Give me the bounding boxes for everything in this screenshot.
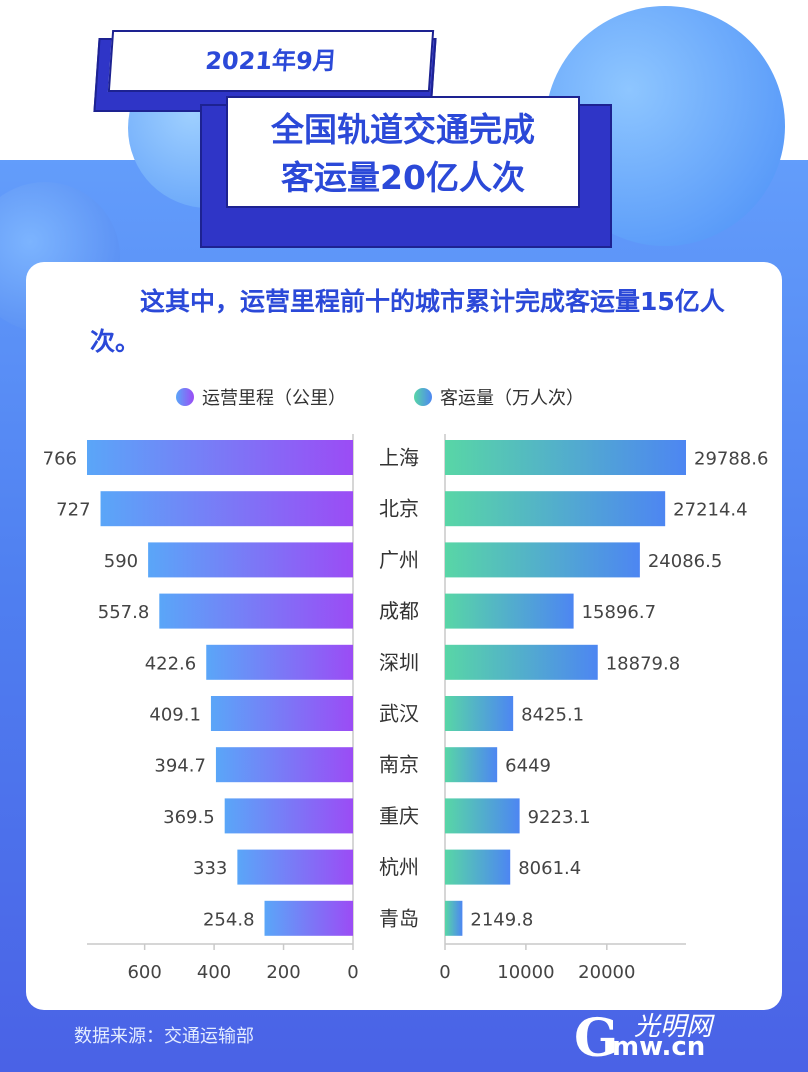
passengers-bar — [445, 900, 463, 936]
chart-subtitle: 这其中，运营里程前十的城市累计完成客运量15亿人次。 — [90, 287, 725, 356]
mileage-value-label: 590 — [104, 551, 138, 572]
city-label: 北京 — [379, 497, 419, 521]
city-label: 深圳 — [379, 650, 419, 674]
mileage-bar — [237, 849, 353, 885]
left-tick-label: 0 — [347, 962, 358, 983]
passengers-value-label: 8061.4 — [518, 858, 581, 879]
passengers-bar — [445, 849, 511, 885]
legend-passengers-label: 客运量（万人次） — [440, 388, 584, 409]
mileage-bar — [224, 798, 353, 834]
title-badge: 全国轨道交通完成 客运量20亿人次 — [226, 96, 580, 208]
mileage-value-label: 727 — [56, 500, 90, 521]
city-label: 成都 — [379, 599, 419, 623]
right-tick-label: 20000 — [578, 962, 635, 983]
mileage-bar — [206, 644, 353, 680]
title-line-1: 全国轨道交通完成 — [271, 110, 535, 149]
legend-mileage-label: 运营里程（公里） — [202, 388, 346, 409]
data-source: 数据来源：交通运输部 — [74, 1026, 254, 1047]
passengers-bar — [445, 491, 666, 527]
mileage-value-label: 333 — [193, 858, 227, 879]
mileage-bar — [87, 440, 353, 475]
city-label: 重庆 — [379, 804, 419, 828]
mileage-bar — [159, 593, 353, 629]
city-label: 杭州 — [379, 855, 419, 879]
left-tick-label: 400 — [197, 962, 231, 983]
passengers-value-label: 27214.4 — [673, 500, 747, 521]
mileage-bar — [148, 542, 353, 578]
mileage-bar — [264, 900, 353, 936]
legend-mileage-swatch — [176, 388, 194, 406]
mileage-bar — [100, 491, 353, 527]
city-label: 武汉 — [379, 702, 419, 726]
passengers-value-label: 29788.6 — [694, 449, 768, 470]
passengers-bar — [445, 440, 686, 475]
mileage-value-label: 409.1 — [149, 705, 201, 726]
city-label: 上海 — [379, 446, 419, 470]
mileage-value-label: 766 — [43, 449, 77, 470]
mileage-value-label: 557.8 — [98, 602, 150, 623]
passengers-value-label: 24086.5 — [648, 551, 722, 572]
passengers-bar — [445, 593, 574, 629]
city-label: 广州 — [379, 548, 419, 572]
passengers-bar — [445, 542, 640, 578]
passengers-bar — [445, 747, 498, 783]
mileage-value-label: 369.5 — [163, 807, 215, 828]
passengers-bar — [445, 798, 520, 834]
legend-mileage: 运营里程（公里） — [176, 384, 346, 410]
mileage-value-label: 394.7 — [154, 756, 206, 777]
logo-mw: mw.cn — [612, 1032, 706, 1062]
mileage-bar — [215, 747, 353, 783]
right-tick-label: 10000 — [497, 962, 554, 983]
passengers-value-label: 9223.1 — [528, 807, 591, 828]
chart-card — [26, 262, 782, 1010]
mileage-bar — [210, 696, 353, 731]
legend-passengers: 客运量（万人次） — [414, 384, 584, 410]
passengers-value-label: 8425.1 — [521, 705, 584, 726]
left-tick-label: 600 — [127, 962, 161, 983]
right-tick-label: 0 — [439, 962, 450, 983]
mileage-value-label: 254.8 — [203, 909, 255, 930]
logo-cn: 光明网 — [634, 1012, 713, 1042]
logo-g: G — [574, 1008, 619, 1069]
passengers-value-label: 6449 — [505, 756, 551, 777]
legend-passengers-swatch — [414, 388, 432, 406]
passengers-value-label: 2149.8 — [470, 909, 533, 930]
passengers-value-label: 18879.8 — [606, 653, 680, 674]
gmw-logo: G mw.cn 光明网 — [574, 1004, 744, 1069]
passengers-bar — [445, 696, 514, 731]
passengers-bar — [445, 644, 598, 680]
city-label: 南京 — [379, 753, 419, 777]
left-tick-label: 200 — [266, 962, 300, 983]
city-label: 青岛 — [379, 906, 419, 930]
title-line-2: 客运量20亿人次 — [281, 158, 525, 197]
mileage-value-label: 422.6 — [145, 653, 197, 674]
passengers-value-label: 15896.7 — [582, 602, 656, 623]
